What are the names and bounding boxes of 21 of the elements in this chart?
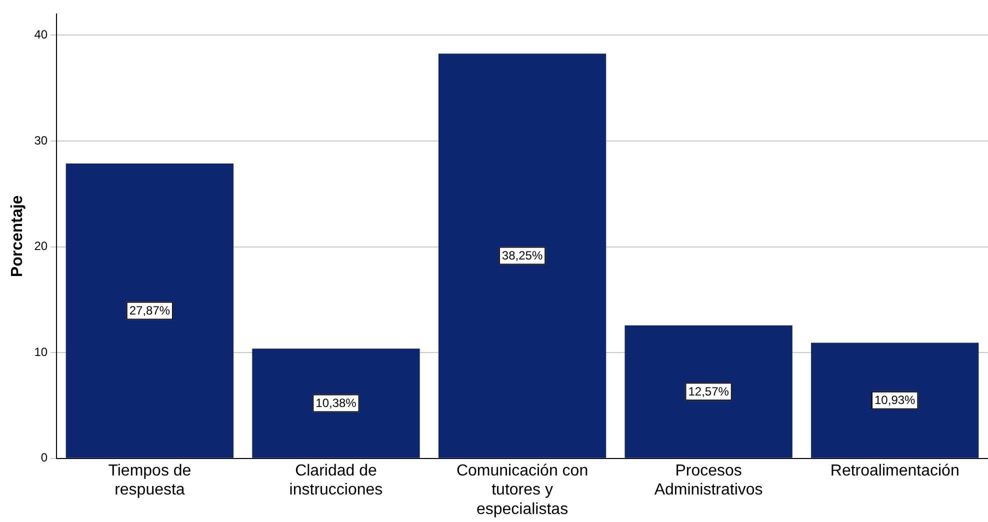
bar xyxy=(252,348,420,458)
data-label: 38,25% xyxy=(502,248,543,263)
x-tick-label: Claridad de instrucciones xyxy=(289,462,383,499)
y-tick-label: 20 xyxy=(34,239,48,254)
data-label: 10,93% xyxy=(874,393,916,408)
y-tick-label: 0 xyxy=(40,450,48,465)
bar xyxy=(66,164,234,458)
y-tick-label: 40 xyxy=(34,27,48,42)
data-label: 27,87% xyxy=(129,304,170,318)
x-tick-label: Tiempos de respuesta xyxy=(108,462,192,499)
bar xyxy=(811,342,979,458)
data-label: 10,38% xyxy=(316,396,357,410)
y-tick-label: 30 xyxy=(34,133,48,148)
bar xyxy=(438,54,606,458)
bar xyxy=(624,325,792,458)
x-tick-label: Procesos Administrativos xyxy=(654,462,763,499)
y-axis-title: Porcentaje xyxy=(9,195,26,278)
data-label: 12,57% xyxy=(688,384,730,398)
x-tick-label: Comunicación con tutores y especialistas xyxy=(456,462,588,518)
x-tick-label: Retroalimentación xyxy=(830,462,960,480)
y-tick-label: 10 xyxy=(34,344,48,359)
